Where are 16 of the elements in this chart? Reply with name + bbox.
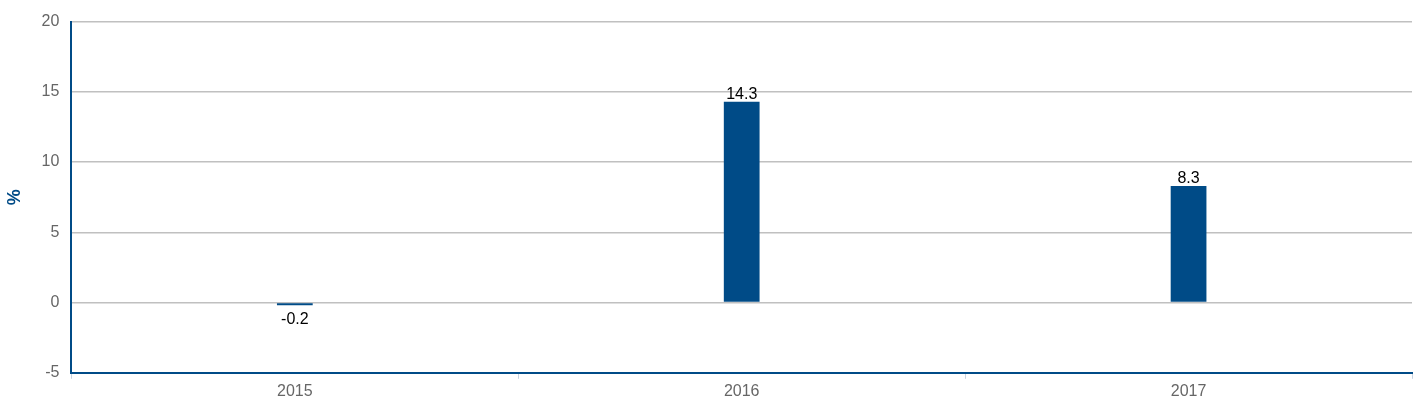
data-label: 14.3	[726, 85, 758, 103]
bar	[723, 101, 760, 302]
y-tick-label: 10	[41, 152, 60, 170]
y-tick-label: -5	[45, 363, 60, 381]
data-label: -0.2	[281, 309, 309, 327]
x-tick-label: 2017	[1170, 381, 1207, 399]
y-axis-title: %	[3, 189, 24, 206]
x-tick-label: 2015	[277, 381, 313, 399]
bar	[1170, 185, 1207, 302]
data-label: 8.3	[1177, 169, 1200, 187]
x-tick-label: 2016	[723, 381, 760, 399]
bar	[276, 303, 313, 306]
y-tick-label: 20	[41, 12, 60, 30]
y-tick-label: 15	[41, 82, 60, 100]
y-tick-label: 5	[50, 222, 60, 240]
y-tick-label: 0	[50, 292, 60, 310]
